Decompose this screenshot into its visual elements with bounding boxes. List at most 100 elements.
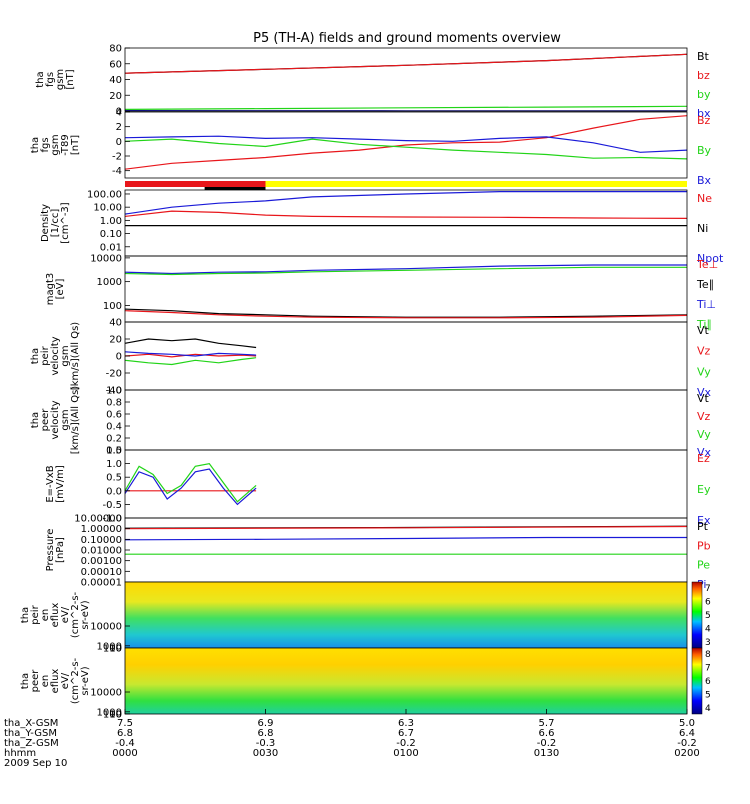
colorbar-tick-label: 7 bbox=[705, 584, 711, 594]
ytick-label: 0.10 bbox=[100, 229, 122, 240]
xaxis-value: 0030 bbox=[253, 748, 278, 759]
colorbar-tick-label: 5 bbox=[705, 611, 711, 621]
legend-label: bz bbox=[697, 69, 710, 82]
ytick-label: 20 bbox=[109, 335, 122, 346]
ytick-label: 100.00 bbox=[87, 189, 122, 200]
ytick-label: 60 bbox=[109, 59, 122, 70]
ylabel-fgs-t89: [nT] bbox=[70, 135, 81, 155]
series-magt3-Te∥ bbox=[125, 309, 687, 317]
ytick-label: -4 bbox=[112, 166, 122, 177]
colorbar-tick-label: 8 bbox=[705, 650, 711, 660]
ytick-label: 0.00100 bbox=[81, 556, 122, 567]
colorbar-peer-spec bbox=[692, 648, 702, 714]
ylabel-density: [cm^-3] bbox=[60, 202, 71, 243]
series-peir-vel-Vt bbox=[125, 339, 256, 348]
legend-label: Vt bbox=[697, 392, 710, 405]
ytick-label: 0.6 bbox=[106, 410, 122, 421]
ytick-label: 4 bbox=[116, 108, 122, 119]
ytick-label: 10.00000 bbox=[74, 514, 122, 525]
series-density-Npot bbox=[125, 192, 687, 215]
mode-bar-black bbox=[205, 187, 266, 190]
legend-label: Bt bbox=[697, 50, 710, 63]
ytick-label: 1.00 bbox=[100, 216, 122, 227]
spectrogram-peir-spec bbox=[125, 582, 687, 648]
ytick-label: 0 bbox=[116, 137, 122, 148]
legend-label: Vy bbox=[697, 428, 711, 441]
ylabel-fgs: [nT] bbox=[65, 69, 76, 89]
ytick-label: 2 bbox=[116, 122, 122, 133]
mode-bar-red bbox=[125, 181, 266, 187]
ytick-label: 10000 bbox=[90, 622, 122, 633]
ytick-label: 1.0 bbox=[106, 459, 122, 470]
colorbar-tick-label: 7 bbox=[705, 664, 711, 674]
colorbar-tick-label: 4 bbox=[705, 704, 711, 714]
colorbar-peir-spec bbox=[692, 582, 702, 648]
ytick-label: 10000 bbox=[90, 253, 122, 264]
legend-label: Ne bbox=[697, 192, 712, 205]
ylabel-peer-spec: sr-eV) bbox=[80, 666, 91, 695]
ytick-label: 10.00 bbox=[93, 203, 122, 214]
ylabel-peir-spec: sr-eV) bbox=[80, 600, 91, 629]
ytick-label: 0.00001 bbox=[81, 578, 122, 589]
ylabel-efield: [mV/m] bbox=[55, 465, 66, 503]
legend-label: Pb bbox=[697, 539, 711, 552]
colorbar-tick-label: 6 bbox=[705, 677, 711, 687]
series-fgs-bz bbox=[125, 54, 687, 73]
series-efield-Ey bbox=[125, 464, 256, 502]
panel-frame-density bbox=[125, 190, 687, 256]
series-magt3-Ti⊥ bbox=[125, 265, 687, 274]
spectrogram-peer-spec bbox=[125, 648, 687, 714]
ytick-label: 40 bbox=[109, 318, 122, 329]
ytick-label: 40 bbox=[109, 75, 122, 86]
series-density-Ne bbox=[125, 211, 687, 218]
ytick-label: 0.0 bbox=[106, 486, 122, 497]
legend-label: Bz bbox=[697, 114, 711, 127]
panel-frame-peer-vel bbox=[125, 390, 687, 450]
xaxis-date: 2009 Sep 10 bbox=[4, 758, 67, 769]
figure-title: P5 (TH-A) fields and ground moments over… bbox=[253, 31, 561, 46]
ytick-label: 1.5 bbox=[106, 446, 122, 457]
legend-label: Ez bbox=[697, 452, 710, 465]
ytick-label: 1000 bbox=[97, 277, 122, 288]
legend-label: Te⊥ bbox=[696, 258, 718, 271]
legend-label: Vz bbox=[697, 345, 711, 358]
ytick-label: 0 bbox=[116, 352, 122, 363]
xaxis-value: 0130 bbox=[534, 748, 559, 759]
series-fgs-t89-By bbox=[125, 139, 687, 159]
ytick-label: 0.8 bbox=[106, 398, 122, 409]
legend-label: Vt bbox=[697, 324, 710, 337]
ytick-label: 0.00010 bbox=[81, 567, 122, 578]
legend-label: Te∥ bbox=[696, 278, 714, 291]
ytick-label: 1.00000 bbox=[81, 524, 122, 535]
ytick-label: -0.5 bbox=[102, 500, 122, 511]
panel-frame-peir-vel bbox=[125, 322, 687, 390]
panel-frame-fgs bbox=[125, 48, 687, 111]
ylabel-magt3: [eV] bbox=[55, 279, 66, 300]
ytick-label: 80 bbox=[109, 44, 122, 55]
legend-label: Ey bbox=[697, 483, 711, 496]
ytick-label: -2 bbox=[112, 152, 122, 163]
ytick-label: 0.10000 bbox=[81, 535, 122, 546]
legend-label: by bbox=[697, 88, 711, 101]
legend-label: Pt bbox=[697, 520, 709, 533]
ytick-label: 1000 bbox=[97, 641, 122, 652]
colorbar-tick-label: 3 bbox=[705, 638, 711, 648]
series-pressure-Pi bbox=[125, 538, 687, 540]
ytick-label: 1000 bbox=[97, 707, 122, 718]
ytick-label: 0.01000 bbox=[81, 546, 122, 557]
xaxis-value: 0100 bbox=[393, 748, 418, 759]
legend-label: Vy bbox=[697, 365, 711, 378]
ytick-label: 10000 bbox=[90, 688, 122, 699]
mode-bar-yellow bbox=[266, 181, 688, 187]
ytick-label: 20 bbox=[109, 91, 122, 102]
series-fgs-t89-Bx bbox=[125, 136, 687, 152]
panel-frame-magt3 bbox=[125, 256, 687, 322]
series-efield-Ex bbox=[125, 469, 256, 504]
ytick-label: -20 bbox=[106, 369, 122, 380]
ylabel-pressure: [nPa] bbox=[55, 537, 66, 563]
colorbar-tick-label: 6 bbox=[705, 598, 711, 608]
ytick-label: 1.0 bbox=[106, 386, 122, 397]
series-peir-vel-Vy bbox=[125, 358, 256, 365]
